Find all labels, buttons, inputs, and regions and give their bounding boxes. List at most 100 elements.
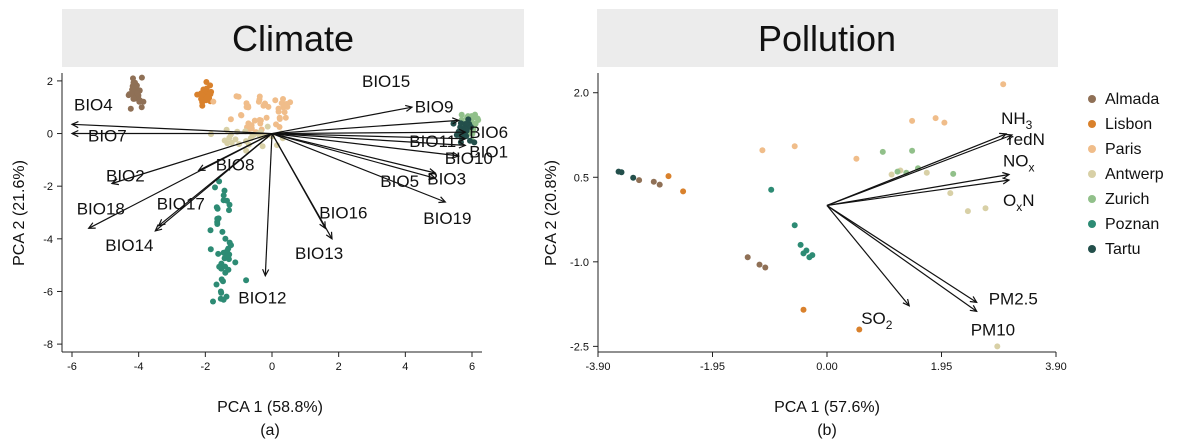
climate-point [224, 253, 231, 259]
climate-vector-bio11: BIO11 [271, 132, 467, 151]
pollution-point-paris [853, 155, 860, 162]
pollution-y-tick-label: 2.0 [574, 88, 589, 100]
climate-point [217, 295, 224, 302]
climate-point [207, 246, 214, 253]
pollution-point-paris [1000, 81, 1007, 88]
legend-label: Tartu [1105, 241, 1141, 258]
climate-point [472, 120, 479, 127]
climate-x-tick-label: -4 [134, 361, 144, 373]
climate-vector-label: BIO11 [409, 132, 456, 151]
climate-vector-label: BIO4 [74, 95, 113, 114]
climate-point [138, 74, 145, 81]
pollution-point-poznan [809, 252, 816, 259]
climate-x-tick-label: 6 [469, 361, 475, 373]
climate-vector-label: BIO14 [105, 236, 153, 255]
climate-point [467, 124, 474, 130]
climate-vector-bio10: BIO10 [271, 132, 493, 168]
climate-vector-bio2: BIO2 [106, 132, 273, 186]
climate-point [245, 104, 252, 111]
pollution-y-axis-label: PCA 2 (20.8%) [543, 160, 560, 266]
pollution-vector-label: PM2.5 [989, 289, 1038, 308]
climate-title-band [62, 9, 524, 67]
pollution-point-poznan [768, 186, 775, 193]
pollution-point-tartu [618, 169, 625, 176]
pollution-vector-label: redN [1008, 130, 1045, 149]
pollution-caption: (b) [817, 422, 837, 439]
climate-point [251, 117, 258, 124]
climate-vector-bio3: BIO3 [271, 132, 466, 188]
pollution-point-lisbon [800, 306, 807, 313]
legend-item-tartu: Tartu [1088, 241, 1141, 258]
pollution-point-tartu [630, 174, 637, 181]
pollution-vector-pm10: PM10 [826, 204, 1015, 339]
climate-point [263, 114, 270, 121]
climate-point [238, 112, 244, 118]
pollution-point-antwerp [994, 343, 1001, 350]
climate-point [260, 102, 267, 109]
climate-point [210, 98, 217, 105]
climate-point [276, 124, 283, 130]
climate-x-tick-label: 4 [402, 361, 408, 373]
climate-x-tick-label: -2 [200, 361, 210, 373]
climate-vector-bio19: BIO19 [271, 132, 472, 228]
climate-point [458, 111, 465, 118]
climate-point [226, 239, 233, 246]
pollution-point-paris [759, 147, 766, 154]
climate-point [216, 178, 223, 185]
pollution-x-tick-label: 3.90 [1045, 361, 1066, 373]
pollution-point-almada [744, 254, 751, 261]
climate-vector-label: BIO12 [238, 289, 286, 308]
pollution-x-tick-label: -1.95 [700, 361, 725, 373]
pollution-vector-label: SO2 [861, 309, 893, 332]
pollution-point-lisbon [680, 188, 687, 195]
climate-y-axis-label: PCA 2 (21.6%) [11, 160, 28, 266]
climate-vector-label: BIO17 [157, 195, 205, 214]
climate-point [281, 109, 288, 116]
climate-vector-bio9: BIO9 [271, 97, 461, 135]
pollution-point-poznan [797, 241, 804, 248]
climate-vector-bio7: BIO7 [70, 127, 273, 146]
pollution-x-tick-label: -3.90 [585, 361, 610, 373]
pollution-vector-pm25: PM2.5 [826, 204, 1038, 308]
climate-panel: Climate -6 -4 -2 0 2 4 6 2 0 -2 -4 -6 -8 BIO4 BIO7 BIO2… [11, 9, 524, 439]
climate-y-tick-label: 2 [47, 76, 53, 88]
pollution-x-tick-label: 0.00 [816, 361, 837, 373]
pollution-point-zurich [879, 148, 886, 155]
climate-vector-label: BIO19 [423, 209, 471, 228]
climate-point [218, 289, 225, 296]
climate-point [219, 228, 226, 235]
climate-point [243, 277, 250, 284]
climate-point [127, 105, 134, 112]
pollution-title: Pollution [758, 18, 896, 59]
climate-vector-bio16: BIO16 [271, 133, 368, 230]
climate-point [210, 298, 216, 305]
climate-point [255, 98, 262, 105]
pollution-title-band [597, 9, 1058, 67]
pollution-y-tick-label: 0.5 [574, 172, 589, 184]
legend-swatch [1088, 195, 1096, 203]
climate-point [276, 114, 283, 121]
climate-point [130, 95, 137, 102]
climate-point [272, 97, 279, 104]
legend-label: Paris [1105, 141, 1141, 158]
climate-point [221, 187, 228, 194]
climate-point [226, 207, 232, 214]
climate-plot-area: -6 -4 -2 0 2 4 620-2-4-6-8BIO4BIO7BIO2BIO8BIO1… [43, 72, 508, 373]
climate-point [214, 215, 221, 222]
climate-vector-label: BIO13 [295, 244, 343, 263]
pollution-point-zurich [894, 168, 901, 175]
legend: Almada Lisbon Paris Antwerp Zurich Poznan Tart… [1088, 91, 1164, 258]
legend-swatch [1088, 220, 1096, 228]
climate-point [465, 116, 472, 123]
pollution-x-axis-label: PCA 1 (57.6%) [774, 399, 880, 416]
climate-vector-label: BIO9 [415, 97, 454, 116]
pollution-point-almada [756, 261, 763, 268]
climate-point [471, 139, 478, 146]
pollution-plot-area: -3.90 -1.95 0.00 1.95 3.90 2.0 0.5 -1.0 -2.5 NH3r… [570, 73, 1067, 373]
climate-x-tick-label: 2 [336, 361, 342, 373]
legend-swatch [1088, 120, 1096, 128]
climate-point [280, 96, 286, 102]
pollution-vector-label: NH3 [1001, 109, 1033, 132]
legend-label: Lisbon [1105, 116, 1152, 133]
